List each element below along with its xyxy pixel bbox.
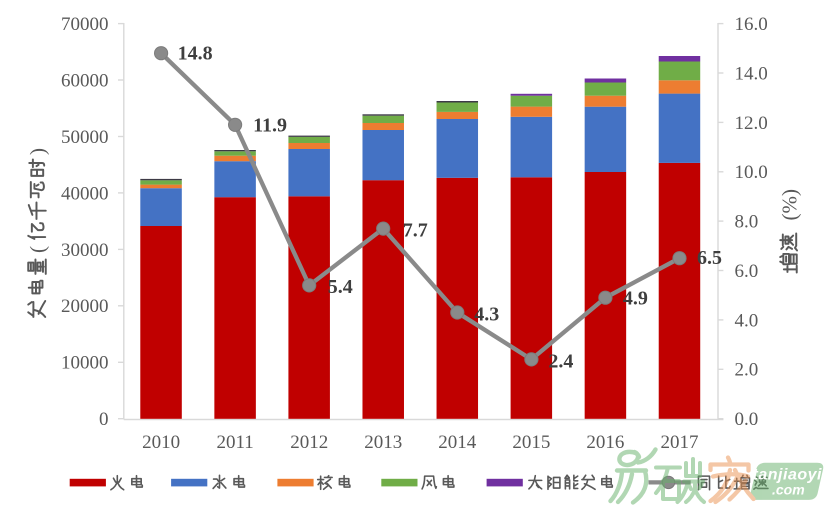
svg-text:): ) — [25, 148, 49, 155]
svg-text:4.0: 4.0 — [735, 310, 759, 331]
svg-text:2.4: 2.4 — [548, 351, 573, 373]
svg-text:5.4: 5.4 — [328, 276, 353, 298]
svg-text:10000: 10000 — [61, 353, 109, 374]
svg-text:2014: 2014 — [438, 432, 477, 453]
svg-text:4.3: 4.3 — [474, 304, 499, 326]
svg-text:2017: 2017 — [661, 432, 699, 453]
svg-text:70000: 70000 — [61, 14, 109, 35]
svg-text:8.0: 8.0 — [735, 212, 759, 233]
svg-text:.com: .com — [772, 482, 805, 498]
svg-text:2.0: 2.0 — [735, 360, 759, 381]
svg-text:11.9: 11.9 — [253, 114, 287, 136]
svg-text:14.8: 14.8 — [178, 42, 213, 64]
svg-text:14.0: 14.0 — [735, 63, 768, 84]
svg-text:(%): (%) — [777, 189, 801, 220]
svg-text:2010: 2010 — [142, 432, 180, 453]
svg-text:50000: 50000 — [61, 127, 109, 148]
svg-text:4.9: 4.9 — [623, 288, 648, 310]
svg-text:20000: 20000 — [61, 296, 109, 317]
svg-text:40000: 40000 — [61, 183, 109, 204]
svg-text:60000: 60000 — [61, 70, 109, 91]
svg-text:7.7: 7.7 — [403, 220, 428, 242]
svg-text:6.5: 6.5 — [697, 247, 722, 269]
svg-text:2016: 2016 — [586, 432, 624, 453]
svg-text:tanjiaoyi: tanjiaoyi — [753, 467, 823, 484]
svg-text:0: 0 — [99, 409, 109, 430]
svg-text:0.0: 0.0 — [735, 409, 759, 430]
svg-text:(: ( — [25, 246, 49, 253]
svg-text:12.0: 12.0 — [735, 113, 768, 134]
svg-text:2013: 2013 — [364, 432, 402, 453]
svg-text:6.0: 6.0 — [735, 261, 759, 282]
svg-text:2012: 2012 — [290, 432, 328, 453]
svg-text:2015: 2015 — [512, 432, 550, 453]
svg-text:30000: 30000 — [61, 240, 109, 261]
svg-text:16.0: 16.0 — [735, 14, 768, 35]
svg-text:10.0: 10.0 — [735, 162, 768, 183]
svg-text:2011: 2011 — [216, 432, 253, 453]
